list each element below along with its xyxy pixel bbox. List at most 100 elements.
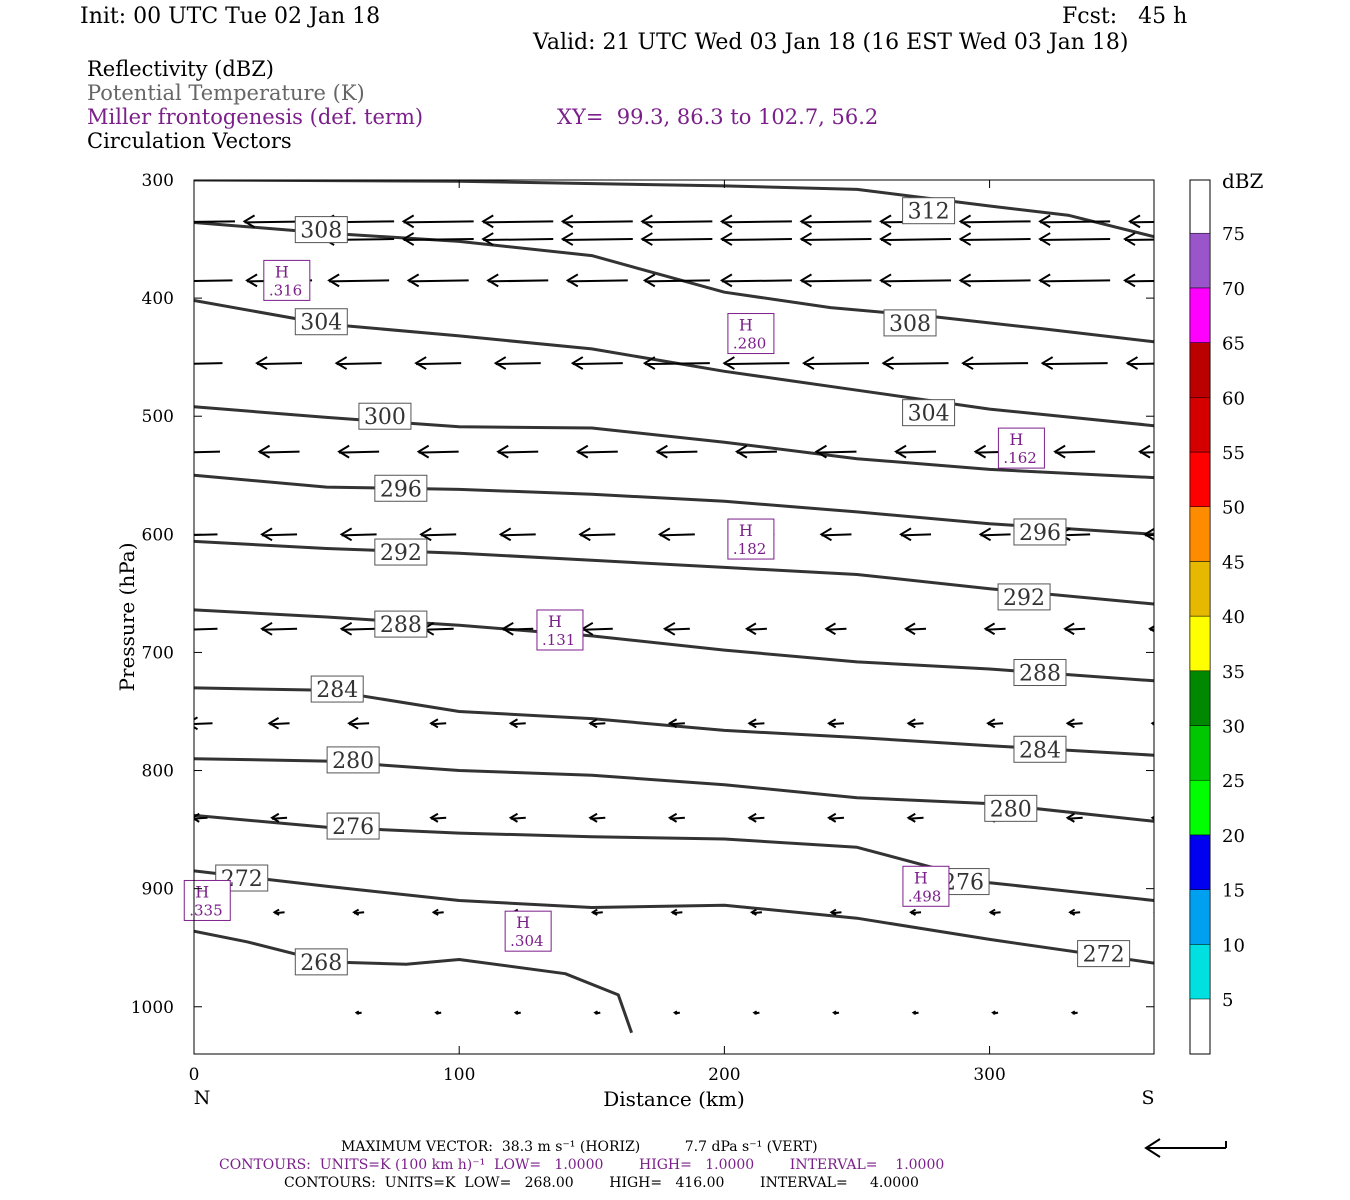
- vector-shaft: [664, 627, 690, 631]
- colorbar-label-25: 25: [1222, 771, 1245, 792]
- x-axis-label: Distance (km): [603, 1087, 745, 1111]
- x-tick-label: 300: [973, 1065, 1005, 1085]
- contour-label-308: 308: [889, 312, 931, 337]
- circulation-vector: [255, 356, 303, 370]
- circulation-vector: [593, 1010, 601, 1015]
- circulation-vector: [481, 232, 554, 246]
- vector-shaft: [562, 238, 633, 242]
- x-tick-label: 100: [443, 1065, 475, 1085]
- vector-head: [662, 621, 676, 636]
- contour-label-280: 280: [990, 797, 1032, 822]
- circulation-vector: [988, 908, 1001, 916]
- vector-shaft: [259, 450, 300, 454]
- vector-head: [1128, 214, 1141, 229]
- miller-maximum: H.304: [504, 910, 552, 952]
- x-tick-label: 0: [189, 1065, 200, 1085]
- vector-shaft: [883, 362, 949, 366]
- colorbar-swatch-65: [1189, 287, 1211, 343]
- contour-info-theta: CONTOURS: UNITS=K LOW= 268.00 HIGH= 416.…: [284, 1175, 919, 1191]
- vector-head: [657, 527, 671, 542]
- miller-maximum-box: [183, 879, 231, 921]
- vector-head: [1038, 273, 1051, 288]
- vector-head: [1153, 911, 1154, 913]
- colorbar-label-15: 15: [1222, 881, 1245, 902]
- theta-contour-292: [194, 539, 1154, 606]
- contour-label-box: [1013, 659, 1067, 687]
- vector-shaft: [1040, 220, 1111, 224]
- miller-maximum-value: .335: [189, 901, 222, 919]
- axis-end-north: N: [194, 1087, 211, 1109]
- colorbar-swatch-15: [1189, 834, 1211, 890]
- vector-head: [242, 214, 256, 229]
- circulation-vector: [819, 527, 852, 542]
- vector-shaft: [498, 450, 539, 454]
- circulation-vector: [270, 812, 288, 823]
- vector-head: [824, 622, 836, 636]
- axis-end-south: S: [1141, 1087, 1154, 1109]
- vector-shaft: [1065, 627, 1086, 631]
- vector-head: [958, 232, 972, 246]
- vector-head: [747, 812, 757, 823]
- colorbar-swatch-5: [1189, 944, 1211, 1000]
- contour-label-box: [326, 812, 380, 840]
- circulation-vector: [747, 812, 765, 823]
- vector-shaft: [1155, 912, 1165, 913]
- circulation-vector: [1150, 721, 1154, 726]
- vector-head: [670, 908, 678, 916]
- contour-label-box: [1013, 735, 1067, 763]
- vector-shaft: [418, 450, 459, 454]
- vector-head: [1125, 356, 1139, 370]
- vector-head: [799, 214, 812, 229]
- colorbar-swatch-40: [1189, 561, 1211, 617]
- vector-shaft: [262, 533, 298, 537]
- vector-shaft: [269, 722, 290, 726]
- vector-head: [327, 273, 340, 288]
- contour-label-300: 300: [364, 405, 406, 430]
- vector-head: [958, 273, 972, 288]
- vector-shaft: [721, 279, 792, 283]
- vector-head: [719, 232, 733, 246]
- vector-shaft: [1055, 450, 1096, 454]
- y-axis-label: Pressure (hPa): [115, 543, 139, 692]
- vector-shaft: [736, 450, 777, 454]
- contour-label-box: [310, 675, 364, 703]
- vector-shaft: [826, 627, 847, 631]
- circulation-vector: [1123, 273, 1154, 288]
- vector-shaft: [816, 450, 857, 454]
- vector-shaft: [960, 279, 1031, 283]
- vector-head: [578, 527, 591, 542]
- circulation-vector: [194, 279, 233, 282]
- contour-label-280: 280: [332, 749, 374, 774]
- vector-shaft: [644, 279, 710, 283]
- vector-shaft: [341, 533, 377, 537]
- vector-head: [719, 214, 733, 229]
- vector-head: [354, 1010, 360, 1015]
- contour-label-box: [883, 309, 937, 337]
- vector-shaft: [1040, 279, 1111, 283]
- vector-shaft: [339, 450, 380, 454]
- colorbar-label-5: 5: [1222, 990, 1233, 1011]
- contour-label-276: 276: [332, 815, 374, 840]
- reference-vector-head: [1144, 1138, 1161, 1158]
- vector-head: [827, 812, 837, 823]
- vector-shaft: [582, 627, 613, 631]
- vector-shaft: [349, 722, 370, 726]
- vector-head: [165, 215, 175, 227]
- vector-head: [799, 273, 812, 288]
- circulation-vector: [414, 356, 462, 370]
- vector-shaft: [408, 279, 469, 283]
- y-tick-label: 300: [142, 171, 174, 191]
- vector-shaft: [644, 362, 710, 366]
- vector-head: [1143, 527, 1154, 541]
- vector-shaft: [746, 627, 767, 631]
- contour-label-box: [326, 746, 380, 774]
- vector-head: [1053, 444, 1066, 459]
- circulation-vector: [752, 1010, 760, 1015]
- vector-head: [906, 718, 916, 729]
- circulation-vector: [339, 527, 377, 542]
- circulation-vector: [590, 908, 603, 916]
- vector-head: [747, 718, 757, 729]
- circulation-vector: [560, 214, 633, 229]
- circulation-vector: [655, 444, 698, 459]
- circulation-vector: [958, 214, 1031, 229]
